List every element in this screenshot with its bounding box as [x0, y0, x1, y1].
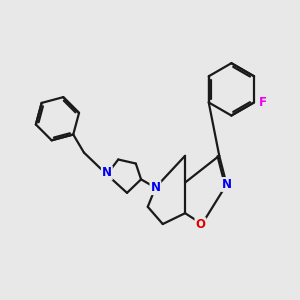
Text: O: O — [195, 218, 206, 231]
Text: N: N — [102, 167, 112, 179]
Text: N: N — [150, 181, 161, 194]
Text: F: F — [259, 96, 267, 109]
Text: N: N — [222, 178, 232, 191]
